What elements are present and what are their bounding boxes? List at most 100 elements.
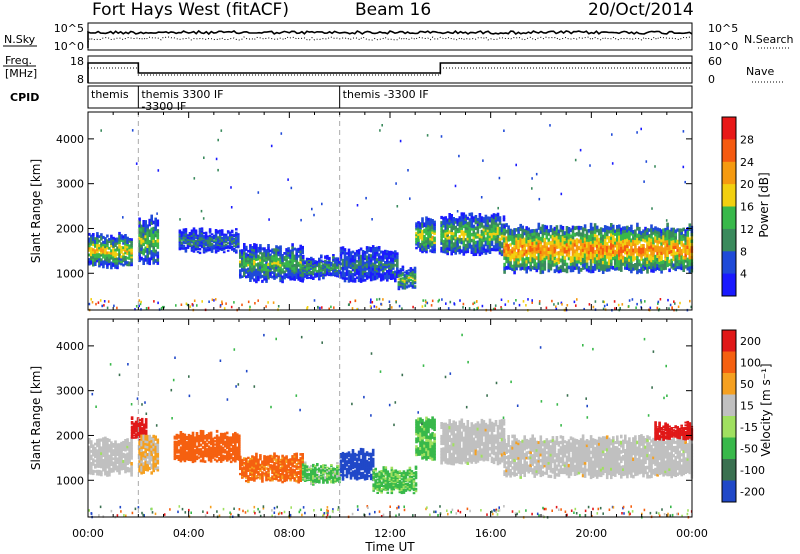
heatmap-cell xyxy=(396,271,399,274)
heatmap-cell xyxy=(114,244,117,247)
heatmap-cell xyxy=(419,230,422,234)
heatmap-cell xyxy=(595,234,599,239)
power-background xyxy=(88,112,692,310)
heatmap-cell xyxy=(185,453,189,456)
heatmap-cell xyxy=(486,247,490,251)
heatmap-cell xyxy=(478,216,482,220)
heatmap-cell xyxy=(108,260,111,264)
heatmap-cell xyxy=(375,274,379,278)
heatmap-cell xyxy=(371,270,375,274)
heatmap-cell xyxy=(565,266,569,270)
heatmap-cell xyxy=(150,221,153,225)
heatmap-cell xyxy=(221,446,225,450)
heatmap-cell xyxy=(484,214,488,219)
heatmap-cell xyxy=(595,262,599,267)
heatmap-cell xyxy=(591,230,595,234)
heatmap-cell xyxy=(353,277,357,281)
heatmap-cell xyxy=(390,267,393,270)
heatmap-cell xyxy=(525,242,528,247)
heatmap-cell xyxy=(611,133,613,136)
heatmap-cell xyxy=(183,443,187,447)
heatmap-cell xyxy=(607,267,611,272)
heatmap-cell xyxy=(686,257,690,262)
heatmap-cell xyxy=(102,235,105,239)
heatmap-cell xyxy=(442,239,445,243)
heatmap-cell xyxy=(92,469,95,473)
heatmap-cell xyxy=(334,266,337,268)
heatmap-cell xyxy=(365,257,369,261)
heatmap-cell xyxy=(585,235,589,239)
heatmap-cell xyxy=(218,244,222,247)
heatmap-cell xyxy=(462,246,466,250)
heatmap-cell xyxy=(589,247,593,252)
heatmap-cell xyxy=(648,245,651,250)
heatmap-cell xyxy=(523,246,526,250)
heatmap-cell xyxy=(126,250,129,253)
heatmap-cell xyxy=(200,241,204,244)
heatmap-cell xyxy=(341,246,345,250)
heatmap-cell xyxy=(628,227,631,231)
heatmap-cell xyxy=(154,243,157,247)
heatmap-cell xyxy=(603,267,607,272)
nsearch-line xyxy=(87,36,693,43)
heatmap-cell xyxy=(128,459,131,462)
heatmap-cell xyxy=(654,264,657,269)
heatmap-cell xyxy=(130,251,133,255)
heatmap-cell xyxy=(104,251,107,255)
heatmap-cell xyxy=(308,276,311,279)
heatmap-cell xyxy=(205,437,209,440)
heatmap-cell xyxy=(235,238,238,242)
heatmap-cell xyxy=(112,453,115,456)
heatmap-cell xyxy=(224,239,228,242)
heatmap-cell xyxy=(390,261,393,264)
heatmap-cell xyxy=(341,261,345,265)
heatmap-cell xyxy=(543,250,547,255)
heatmap-cell xyxy=(310,277,313,280)
heatmap-cell xyxy=(189,445,193,449)
heatmap-cell xyxy=(243,262,246,266)
heatmap-cell xyxy=(622,258,625,263)
heatmap-cell xyxy=(279,266,282,270)
heatmap-cell xyxy=(316,264,319,266)
heatmap-cell xyxy=(446,223,449,227)
heatmap-cell xyxy=(146,257,149,262)
heatmap-cell xyxy=(273,248,276,252)
heatmap-cell xyxy=(216,239,220,242)
heatmap-cell xyxy=(476,307,478,310)
heatmap-cell xyxy=(610,252,613,257)
heatmap-cell xyxy=(106,438,109,442)
heatmap-cell xyxy=(104,260,107,263)
heatmap-cell xyxy=(247,467,250,471)
heatmap-cell xyxy=(150,439,153,443)
heatmap-cell xyxy=(605,251,609,256)
heatmap-cell xyxy=(114,440,117,444)
heatmap-cell xyxy=(353,271,357,275)
heatmap-cell xyxy=(571,228,575,233)
heatmap-cell xyxy=(320,267,323,271)
heatmap-cell xyxy=(138,423,142,426)
heatmap-cell xyxy=(480,237,484,242)
heatmap-cell xyxy=(575,259,579,264)
heatmap-cell xyxy=(446,249,449,253)
heatmap-cell xyxy=(427,244,430,247)
heatmap-cell xyxy=(341,269,345,273)
heatmap-cell xyxy=(118,467,121,471)
heatmap-cell xyxy=(355,272,359,275)
heatmap-cell xyxy=(241,251,244,254)
heatmap-cell xyxy=(375,253,379,257)
heatmap-cell xyxy=(271,255,274,259)
heatmap-cell xyxy=(430,304,433,307)
heatmap-cell xyxy=(222,245,226,248)
heatmap-cell xyxy=(531,299,533,302)
heatmap-cell xyxy=(405,280,409,283)
heatmap-cell xyxy=(466,249,470,254)
heatmap-cell xyxy=(601,263,605,268)
heatmap-cell xyxy=(190,241,194,244)
heatmap-cell xyxy=(210,237,214,240)
heatmap-cell xyxy=(297,277,300,281)
heatmap-cell xyxy=(229,447,233,451)
heatmap-cell xyxy=(458,248,462,252)
heatmap-cell xyxy=(114,248,117,252)
heatmap-cell xyxy=(384,263,387,266)
heatmap-cell xyxy=(513,244,516,249)
